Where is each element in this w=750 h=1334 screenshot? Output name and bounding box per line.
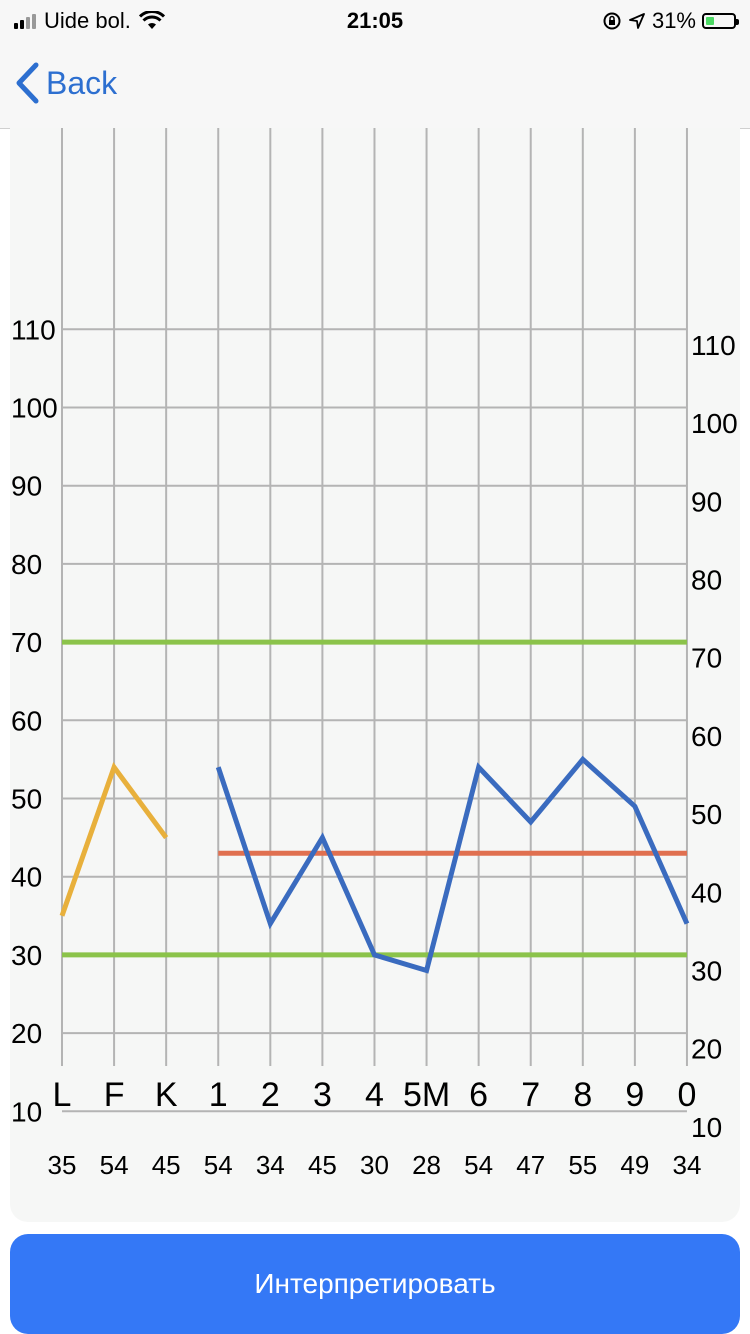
value-label: 28 bbox=[412, 1150, 441, 1180]
value-label: 47 bbox=[516, 1150, 545, 1180]
category-label: 5M bbox=[403, 1076, 450, 1114]
value-label: 30 bbox=[360, 1150, 389, 1180]
right-axis-tick-label: 80 bbox=[691, 565, 722, 596]
category-label: 9 bbox=[625, 1076, 644, 1114]
right-axis-tick-label: 40 bbox=[691, 877, 722, 908]
category-label: L bbox=[53, 1076, 72, 1114]
back-button[interactable]: Back bbox=[14, 58, 117, 108]
chart-card: 10 20 30 40 50 60 70 80 90 100 110 10 20 30 40 50 60 70 80… bbox=[10, 128, 740, 1222]
category-label: 1 bbox=[209, 1076, 228, 1114]
wifi-icon bbox=[138, 11, 165, 29]
battery-icon bbox=[702, 13, 739, 29]
value-label: 55 bbox=[568, 1150, 597, 1180]
left-axis-tick-label: 100 bbox=[11, 393, 58, 424]
clock: 21:05 bbox=[346, 8, 404, 33]
value-label: 35 bbox=[48, 1150, 77, 1180]
left-axis-tick-label: 70 bbox=[11, 627, 42, 658]
back-label: Back bbox=[46, 64, 118, 101]
orientation-lock-icon bbox=[603, 12, 621, 30]
value-label: 54 bbox=[204, 1150, 233, 1180]
left-axis-tick-label: 10 bbox=[11, 1096, 42, 1127]
category-label: 4 bbox=[365, 1076, 384, 1114]
navigation-bar: Back bbox=[0, 40, 750, 129]
left-axis-tick-label: 80 bbox=[11, 549, 42, 580]
chevron-left-icon bbox=[16, 62, 39, 104]
category-label: 6 bbox=[469, 1076, 488, 1114]
category-label: 3 bbox=[313, 1076, 332, 1114]
right-axis-tick-label: 20 bbox=[691, 1034, 722, 1065]
battery-percent: 31% bbox=[651, 8, 696, 33]
category-label: K bbox=[155, 1076, 178, 1114]
right-axis-tick-label: 10 bbox=[691, 1112, 722, 1143]
left-axis-tick-label: 90 bbox=[11, 471, 42, 502]
left-axis-tick-label: 40 bbox=[11, 862, 42, 893]
left-axis-tick-label: 60 bbox=[11, 705, 42, 736]
series-line bbox=[215, 755, 690, 974]
category-label: 0 bbox=[677, 1076, 696, 1114]
status-right: 31% bbox=[602, 8, 739, 34]
right-axis-tick-label: 50 bbox=[691, 799, 722, 830]
value-label: 49 bbox=[620, 1150, 649, 1180]
left-axis-tick-label: 50 bbox=[11, 784, 42, 815]
value-label: 54 bbox=[100, 1150, 129, 1180]
category-label: 2 bbox=[261, 1076, 280, 1114]
category-label: F bbox=[104, 1076, 125, 1114]
interpret-button[interactable]: Интерпретировать bbox=[10, 1234, 740, 1334]
category-label: 8 bbox=[573, 1076, 592, 1114]
right-axis-tick-label: 60 bbox=[691, 721, 722, 752]
left-axis-tick-label: 20 bbox=[11, 1018, 42, 1049]
signal-icon bbox=[14, 13, 36, 29]
status-left: Uide bol. bbox=[14, 8, 165, 34]
right-axis-tick-label: 100 bbox=[691, 408, 738, 439]
value-label: 34 bbox=[256, 1150, 285, 1180]
right-axis-tick-label: 110 bbox=[691, 330, 736, 361]
location-arrow-icon bbox=[629, 13, 645, 29]
status-bar: Uide bol. 21:05 31% bbox=[0, 0, 750, 40]
category-label: 7 bbox=[521, 1076, 540, 1114]
right-axis-tick-label: 90 bbox=[691, 486, 722, 517]
value-label: 34 bbox=[672, 1150, 701, 1180]
battery-fill bbox=[706, 17, 714, 25]
value-label: 45 bbox=[152, 1150, 181, 1180]
right-axis-tick-label: 70 bbox=[691, 643, 722, 674]
left-axis-tick-label: 110 bbox=[11, 314, 56, 345]
left-axis-tick-label: 30 bbox=[11, 940, 42, 971]
value-label: 54 bbox=[464, 1150, 493, 1180]
line-chart: 1020304050607080901001101020304050607080… bbox=[11, 128, 738, 1180]
carrier-label: Uide bol. bbox=[44, 8, 131, 33]
value-label: 45 bbox=[308, 1150, 337, 1180]
right-axis-tick-label: 30 bbox=[691, 956, 722, 987]
